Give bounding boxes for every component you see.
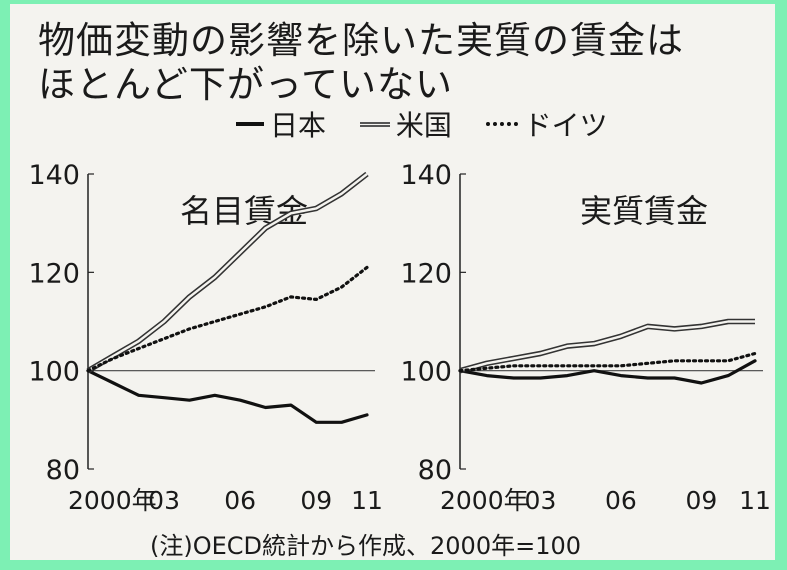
legend: 日本 米国 ドイツ — [236, 104, 608, 144]
legend-swatch-japan — [236, 122, 264, 126]
y-tick-label: 80 — [46, 455, 80, 486]
series-line-germany — [458, 351, 757, 373]
x-tick-label: 2000年 — [440, 486, 529, 515]
x-tick-label: 06 — [224, 486, 256, 515]
series-line-japan — [86, 369, 369, 424]
y-tick-label: 80 — [418, 455, 452, 486]
legend-label-germany: ドイツ — [523, 109, 608, 142]
legend-swatch-us — [359, 121, 390, 127]
legend-label-japan: 日本 — [270, 109, 327, 142]
x-tick-label: 03 — [525, 486, 557, 515]
y-tick-label: 140 — [28, 160, 80, 191]
y-tick-label: 120 — [400, 258, 452, 289]
x-tick-label: 09 — [300, 486, 332, 515]
source-note: (注)OECD統計から作成、2000年=100 — [150, 532, 582, 560]
y-tick-label: 100 — [400, 357, 452, 388]
x-tick-label: 06 — [605, 486, 637, 515]
figure-title-line-2: ほとんど下がっていない — [38, 63, 454, 106]
legend-label-us: 米国 — [395, 109, 452, 142]
x-tick-label: 03 — [148, 486, 180, 515]
series-line-us-inner — [459, 320, 755, 372]
panel-title: 実質賃金 — [580, 192, 708, 230]
series-line-us-inner — [87, 173, 368, 372]
legend-swatch-germany — [485, 122, 518, 126]
y-tick-label: 100 — [28, 357, 80, 388]
y-tick-label: 140 — [400, 160, 452, 191]
x-tick-label: 11 — [351, 486, 383, 515]
x-tick-label: 11 — [739, 486, 771, 515]
x-tick-label: 2000年 — [68, 486, 157, 515]
series-line-us-outer — [459, 318, 755, 374]
figure-frame: 物価変動の影響を除いた実質の賃金は ほとんど下がっていない 日本 米国 ドイツ … — [10, 4, 775, 560]
y-tick-label: 120 — [28, 258, 80, 289]
figure-title-line-1: 物価変動の影響を除いた実質の賃金は — [38, 19, 684, 62]
x-tick-label: 09 — [685, 486, 717, 515]
series-line-japan — [458, 359, 757, 385]
series-line-germany — [86, 265, 369, 373]
panel-title: 名目賃金 — [180, 192, 308, 230]
